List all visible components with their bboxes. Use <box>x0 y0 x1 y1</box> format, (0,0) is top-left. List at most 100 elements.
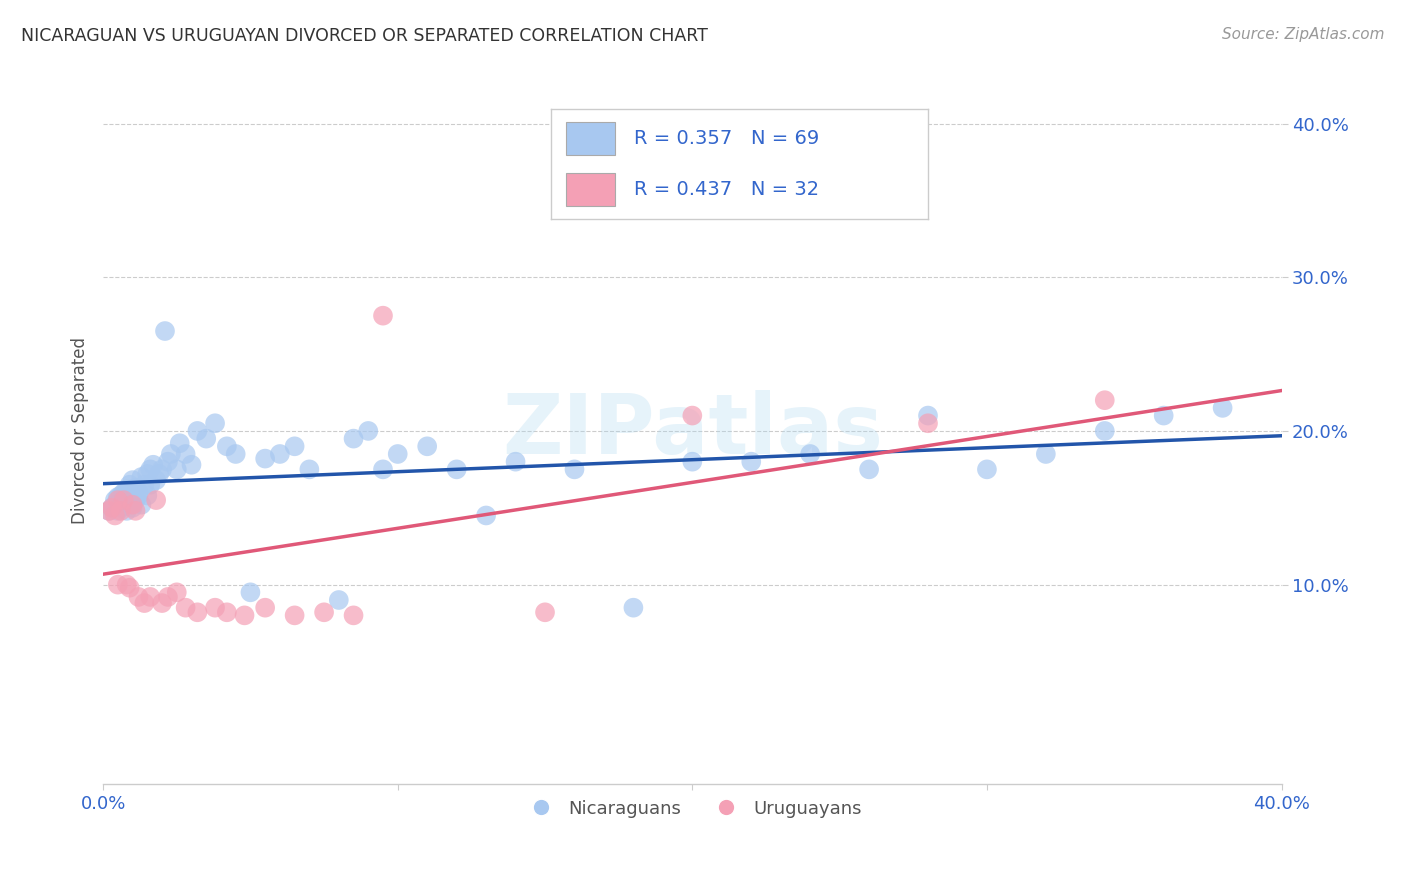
Point <box>153 324 176 338</box>
Point <box>121 498 143 512</box>
Point <box>148 467 170 481</box>
Point <box>312 605 335 619</box>
Point <box>131 470 153 484</box>
Point <box>139 462 162 476</box>
Point <box>858 462 880 476</box>
Point <box>139 590 162 604</box>
Point <box>416 439 439 453</box>
Point <box>740 455 762 469</box>
Point <box>976 462 998 476</box>
Point <box>107 493 129 508</box>
Point <box>342 608 364 623</box>
Point <box>145 493 167 508</box>
Point <box>127 485 149 500</box>
Text: Source: ZipAtlas.com: Source: ZipAtlas.com <box>1222 27 1385 42</box>
Point <box>1094 424 1116 438</box>
Point <box>166 462 188 476</box>
Point <box>118 581 141 595</box>
Point <box>98 504 121 518</box>
Point <box>371 309 394 323</box>
Point <box>166 585 188 599</box>
Point <box>505 455 527 469</box>
Point <box>204 416 226 430</box>
Point <box>371 462 394 476</box>
Point <box>118 477 141 491</box>
Point <box>131 498 153 512</box>
Point <box>112 485 135 500</box>
Point <box>160 447 183 461</box>
Point <box>118 493 141 508</box>
Point <box>169 436 191 450</box>
Text: ZIPatlas: ZIPatlas <box>502 391 883 472</box>
Point <box>107 490 129 504</box>
Point <box>104 508 127 523</box>
Point <box>110 504 132 518</box>
Text: NICARAGUAN VS URUGUAYAN DIVORCED OR SEPARATED CORRELATION CHART: NICARAGUAN VS URUGUAYAN DIVORCED OR SEPA… <box>21 27 709 45</box>
Point <box>110 500 132 515</box>
Point <box>475 508 498 523</box>
Point <box>534 605 557 619</box>
Point <box>124 493 146 508</box>
Point <box>186 424 208 438</box>
Point <box>139 477 162 491</box>
Point <box>104 493 127 508</box>
Point <box>446 462 468 476</box>
Point <box>180 458 202 472</box>
Point <box>142 458 165 472</box>
Point <box>112 498 135 512</box>
Point <box>917 416 939 430</box>
Point <box>681 455 703 469</box>
Legend: Nicaraguans, Uruguayans: Nicaraguans, Uruguayans <box>516 792 869 825</box>
Point <box>298 462 321 476</box>
Point <box>204 600 226 615</box>
Point <box>107 504 129 518</box>
Point <box>101 500 124 515</box>
Y-axis label: Divorced or Separated: Divorced or Separated <box>72 337 89 524</box>
Point <box>134 477 156 491</box>
Point <box>110 488 132 502</box>
Point <box>254 451 277 466</box>
Point <box>623 600 645 615</box>
Point <box>98 504 121 518</box>
Point <box>156 590 179 604</box>
Point <box>186 605 208 619</box>
Point <box>342 432 364 446</box>
Point <box>1035 447 1057 461</box>
Point <box>124 504 146 518</box>
Point <box>239 585 262 599</box>
Point <box>387 447 409 461</box>
Point <box>121 473 143 487</box>
Point <box>101 500 124 515</box>
Point <box>174 600 197 615</box>
Point <box>136 467 159 481</box>
Point <box>233 608 256 623</box>
Point <box>195 432 218 446</box>
Point <box>150 462 173 476</box>
Point <box>269 447 291 461</box>
Point <box>254 600 277 615</box>
Point <box>681 409 703 423</box>
Point <box>225 447 247 461</box>
Point <box>799 447 821 461</box>
Point <box>104 498 127 512</box>
Point <box>115 504 138 518</box>
Point <box>284 439 307 453</box>
Point <box>1153 409 1175 423</box>
Point <box>115 577 138 591</box>
Point <box>174 447 197 461</box>
Point <box>136 488 159 502</box>
Point <box>284 608 307 623</box>
Point <box>150 596 173 610</box>
Point <box>107 577 129 591</box>
Point <box>121 500 143 515</box>
Point <box>357 424 380 438</box>
Point <box>112 493 135 508</box>
Point <box>564 462 586 476</box>
Point <box>124 481 146 495</box>
Point <box>215 605 238 619</box>
Point <box>1094 393 1116 408</box>
Point <box>145 473 167 487</box>
Point <box>134 596 156 610</box>
Point <box>1212 401 1234 415</box>
Point <box>127 590 149 604</box>
